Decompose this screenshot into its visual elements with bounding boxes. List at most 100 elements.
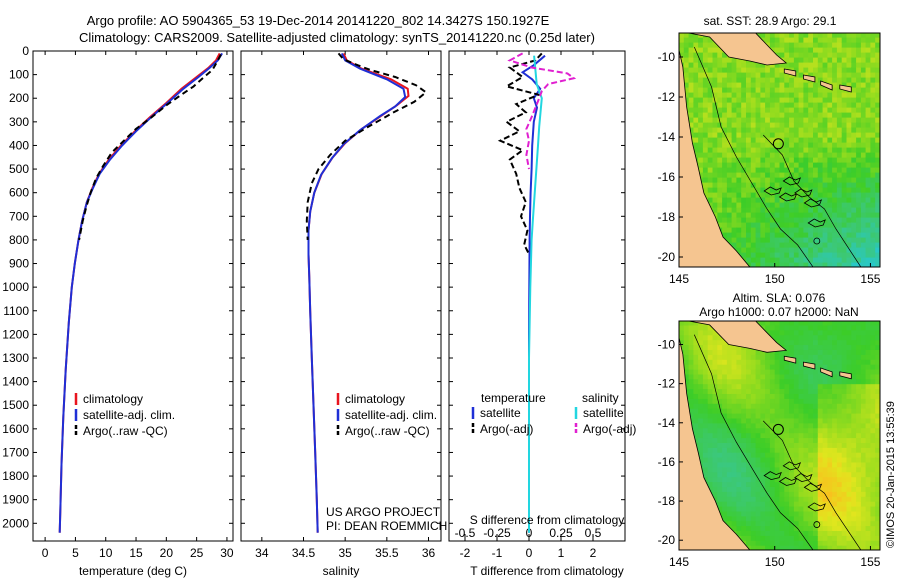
heatmap-cell xyxy=(803,97,809,103)
heatmap-cell xyxy=(702,192,709,198)
heatmap-cell xyxy=(760,217,766,223)
heatmap-cell xyxy=(856,442,862,448)
heatmap-cell xyxy=(731,417,737,424)
heatmap-cell xyxy=(841,137,848,143)
heatmap-cell xyxy=(779,334,785,341)
heatmap-cell xyxy=(841,442,848,448)
heatmap-cell xyxy=(789,471,795,478)
heatmap-cell xyxy=(698,334,704,341)
heatmap-cell xyxy=(827,476,833,483)
heatmap-cell xyxy=(746,506,752,512)
heatmap-cell xyxy=(741,77,747,83)
heatmap-cell xyxy=(789,525,795,531)
heatmap-cell xyxy=(803,262,809,267)
heatmap-cell xyxy=(741,112,747,118)
heatmap-cell xyxy=(841,82,848,88)
heatmap-cell xyxy=(693,92,699,98)
heatmap-cell xyxy=(731,501,737,507)
heatmap-cell xyxy=(846,324,852,331)
heatmap-cell xyxy=(822,247,828,253)
heatmap-cell xyxy=(841,62,848,68)
heatmap-cell xyxy=(870,535,876,541)
heatmap-cell xyxy=(808,202,814,208)
heatmap-cell xyxy=(784,142,790,148)
heatmap-cell xyxy=(822,344,828,350)
heatmap-cell xyxy=(774,403,781,409)
heatmap-cell xyxy=(755,207,761,213)
heatmap-cell xyxy=(726,403,733,409)
heatmap-cell xyxy=(860,242,867,248)
heatmap-cell xyxy=(698,152,704,158)
heatmap-cell xyxy=(832,344,838,350)
heatmap-cell xyxy=(860,222,867,228)
heatmap-cell xyxy=(784,187,790,193)
heatmap-cell xyxy=(688,364,694,370)
heatmap-cell xyxy=(688,393,694,399)
temperature-legend: climatology satellite-adj. clim. Argo(..… xyxy=(74,392,175,438)
heatmap-cell xyxy=(870,212,876,218)
heatmap-cell xyxy=(865,393,871,399)
heatmap-cell xyxy=(702,349,709,355)
heatmap-cell xyxy=(846,217,852,223)
heatmap-cell xyxy=(875,117,880,123)
heatmap-cell xyxy=(693,97,699,103)
heatmap-cell xyxy=(798,227,804,233)
heatmap-cell xyxy=(746,217,752,223)
heatmap-cell xyxy=(707,403,714,409)
heatmap-cell xyxy=(808,157,814,163)
heatmap-cell xyxy=(712,147,718,153)
map-y-tick-label: -14 xyxy=(658,130,676,144)
depth-tick-label: 300 xyxy=(9,115,29,129)
heatmap-cell xyxy=(755,167,761,173)
heatmap-cell xyxy=(746,142,752,148)
heatmap-cell xyxy=(736,461,742,468)
heatmap-cell xyxy=(836,202,843,208)
heatmap-cell xyxy=(803,42,809,48)
heatmap-cell xyxy=(698,97,704,103)
heatmap-cell xyxy=(798,97,804,103)
heatmap-cell xyxy=(846,77,852,83)
heatmap-cell xyxy=(769,127,776,133)
heatmap-cell xyxy=(846,471,852,478)
heatmap-cell xyxy=(832,525,838,531)
heatmap-cell xyxy=(765,237,771,243)
heatmap-cell xyxy=(760,486,766,492)
heatmap-cell xyxy=(712,491,718,497)
heatmap-cell xyxy=(760,122,766,128)
heatmap-cell xyxy=(784,262,790,267)
heatmap-cell xyxy=(741,515,747,522)
heatmap-cell xyxy=(774,192,781,198)
heatmap-cell xyxy=(736,515,742,522)
heatmap-cell xyxy=(832,354,838,360)
heatmap-cell xyxy=(746,157,752,163)
heatmap-cell xyxy=(769,540,776,546)
heatmap-cell xyxy=(755,182,761,188)
heatmap-cell xyxy=(712,87,718,93)
heatmap-cell xyxy=(755,67,761,73)
heatmap-cell xyxy=(774,97,781,103)
heatmap-cell xyxy=(841,227,848,233)
heatmap-cell xyxy=(784,403,790,409)
s-x-tick-label: -0.25 xyxy=(483,526,511,540)
heatmap-cell xyxy=(774,162,781,168)
heatmap-cell xyxy=(683,67,690,73)
heatmap-cell xyxy=(846,447,852,453)
heatmap-cell xyxy=(808,252,814,258)
heatmap-cell xyxy=(793,329,800,336)
heatmap-cell xyxy=(688,324,694,331)
heatmap-cell xyxy=(779,373,785,380)
heatmap-cell xyxy=(784,383,790,390)
s-x-tick-label: 0 xyxy=(526,526,533,540)
heatmap-cell xyxy=(822,157,828,163)
heatmap-cell xyxy=(856,515,862,522)
heatmap-cell xyxy=(865,378,871,385)
heatmap-cell xyxy=(731,217,737,223)
heatmap-cell xyxy=(750,142,757,148)
heatmap-cell xyxy=(769,491,776,497)
heatmap-cell xyxy=(717,217,723,223)
heatmap-cell xyxy=(779,442,785,448)
heatmap-cell xyxy=(870,354,876,360)
heatmap-cell xyxy=(846,466,852,473)
heatmap-cell xyxy=(832,67,838,73)
heatmap-cell xyxy=(875,378,880,385)
